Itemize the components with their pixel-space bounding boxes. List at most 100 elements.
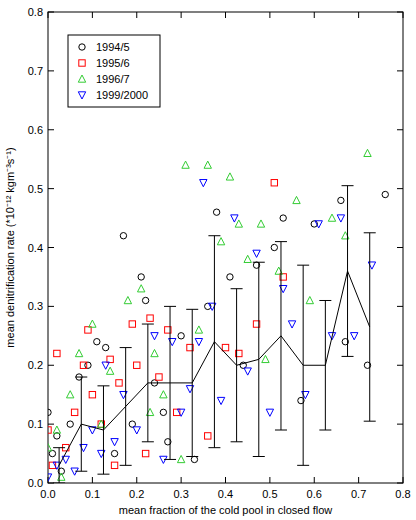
error-stem: [280, 242, 281, 430]
error-cap: [231, 441, 243, 442]
point: [350, 333, 357, 340]
error-stem: [147, 324, 148, 442]
legend-box: [68, 35, 160, 107]
point: [235, 220, 242, 227]
legend-marker: [78, 92, 85, 99]
y-tick-label: 0.6: [28, 124, 43, 136]
point: [195, 339, 202, 346]
point: [142, 297, 148, 303]
y-tick-right: [397, 188, 403, 189]
x-tick-top: [92, 12, 93, 18]
point: [53, 426, 60, 433]
point: [204, 161, 211, 168]
point: [85, 362, 91, 368]
x-tick: [403, 477, 404, 483]
point: [262, 355, 269, 362]
error-bar: [275, 242, 287, 430]
point: [151, 349, 158, 356]
y-tick: [48, 12, 54, 13]
error-cap: [142, 441, 154, 442]
error-cap: [164, 306, 176, 307]
x-tick-label: 0.0: [40, 488, 55, 500]
error-cap: [97, 385, 109, 386]
point: [191, 456, 197, 462]
error-cap: [208, 447, 220, 448]
point: [244, 368, 251, 375]
point: [156, 374, 162, 380]
point: [257, 220, 264, 227]
error-cap: [164, 459, 176, 460]
point: [137, 285, 144, 292]
x-tick-top: [136, 12, 137, 18]
error-cap: [186, 456, 198, 457]
x-tick-label: 0.6: [307, 488, 322, 500]
x-tick-label: 0.8: [395, 488, 410, 500]
error-stem: [81, 377, 82, 471]
point: [217, 238, 224, 245]
x-tick-label: 0.7: [351, 488, 366, 500]
legend-label: 1996/7: [96, 73, 130, 85]
legend-label: 1994/5: [96, 41, 130, 53]
error-cap: [319, 300, 331, 301]
x-tick-label: 0.2: [129, 488, 144, 500]
point: [129, 321, 135, 327]
point: [48, 474, 52, 481]
error-stem: [192, 309, 193, 456]
y-tick-label: 0.2: [28, 359, 43, 371]
error-stem: [236, 289, 237, 442]
point: [134, 362, 140, 368]
point: [147, 315, 153, 321]
point: [102, 344, 108, 350]
y-tick-label: 0.7: [28, 65, 43, 77]
point: [94, 339, 100, 345]
point: [111, 462, 117, 468]
error-bar: [120, 348, 132, 466]
y-tick-right: [397, 129, 403, 130]
point: [48, 427, 51, 433]
error-cap: [297, 465, 309, 466]
point: [222, 344, 228, 350]
point: [151, 333, 158, 340]
point: [293, 196, 300, 203]
error-cap: [342, 356, 354, 357]
point: [364, 149, 371, 156]
error-stem: [325, 300, 326, 430]
plot-data: [48, 149, 388, 483]
point: [160, 391, 167, 398]
x-tick-top: [181, 12, 182, 18]
point: [177, 409, 184, 416]
error-bar: [319, 300, 331, 430]
point: [116, 380, 122, 386]
x-tick-top: [225, 12, 226, 18]
point: [111, 439, 118, 446]
plot-frame: [48, 12, 403, 483]
error-cap: [297, 265, 309, 266]
point: [102, 362, 109, 369]
chart: 0.00.10.20.30.40.50.60.70.80.00.10.20.30…: [0, 0, 416, 520]
error-cap: [186, 309, 198, 310]
error-bar: [75, 377, 87, 471]
y-tick: [48, 424, 54, 425]
error-stem: [214, 236, 215, 448]
error-stem: [59, 448, 60, 483]
point: [227, 274, 233, 280]
point: [89, 320, 96, 327]
error-bar: [297, 265, 309, 465]
error-cap: [364, 421, 376, 422]
y-tick-label: 0.0: [28, 477, 43, 489]
point: [124, 296, 131, 303]
y-tick-right: [397, 424, 403, 425]
point: [67, 421, 73, 427]
x-tick-top: [403, 12, 404, 18]
x-tick: [92, 477, 93, 483]
x-tick-top: [269, 12, 270, 18]
point: [244, 255, 251, 262]
error-cap: [97, 474, 109, 475]
legend: 1994/51995/61996/71999/2000: [68, 35, 160, 107]
y-tick-right: [397, 247, 403, 248]
point: [266, 409, 273, 416]
error-cap: [275, 241, 287, 242]
point: [253, 250, 260, 257]
point: [178, 333, 184, 339]
error-cap: [142, 324, 154, 325]
